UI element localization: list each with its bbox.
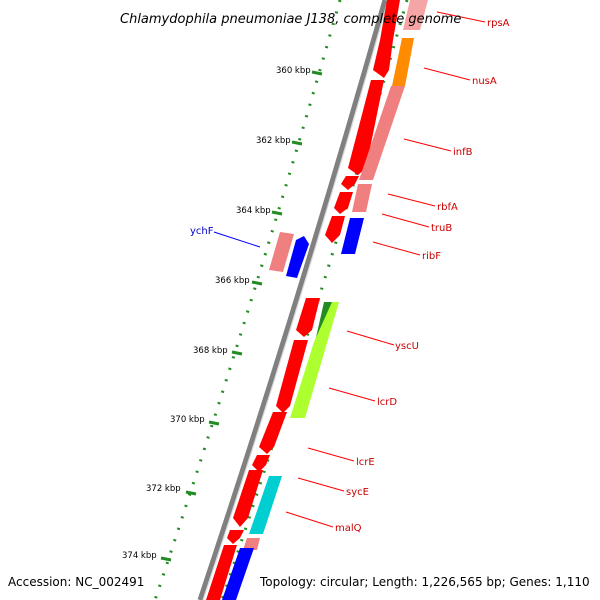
leader-yscU — [346, 330, 395, 346]
genome-backbone-highlight — [202, 0, 389, 600]
cds-block[interactable] — [227, 530, 244, 544]
leader-lcrE — [307, 447, 355, 462]
kbp-label-370: 370 kbp — [170, 415, 205, 425]
leader-nusA — [423, 67, 471, 81]
tick-360 — [311, 70, 323, 76]
tick-364 — [271, 210, 283, 216]
gene-label-yscU[interactable]: yscU — [395, 341, 419, 352]
cds-block[interactable] — [252, 455, 270, 472]
inner-dotted-track — [153, 0, 342, 600]
gene-label-nusA[interactable]: nusA — [472, 76, 497, 87]
cds-block[interactable] — [334, 192, 353, 214]
gene-label-ribF[interactable]: ribF — [422, 251, 441, 262]
leader-lines — [285, 11, 486, 528]
tick-370 — [208, 420, 220, 426]
cds-block[interactable] — [233, 470, 263, 527]
tick-368 — [231, 350, 243, 356]
gene-block-cyan[interactable] — [249, 476, 282, 534]
gene-block-pink[interactable] — [352, 184, 372, 212]
gene-block-lime[interactable] — [290, 302, 339, 418]
cds-forward-track — [206, 0, 400, 600]
tick-372 — [185, 490, 197, 496]
gene-block-blue[interactable] — [286, 236, 309, 278]
leader-malQ — [285, 511, 334, 528]
cds-block[interactable] — [380, 0, 400, 40]
topology-label: Topology: circular; Length: 1,226,565 bp… — [259, 575, 590, 589]
cds-block[interactable] — [206, 545, 237, 600]
cds-block[interactable] — [296, 298, 320, 337]
accession-label: Accession: NC_002491 — [8, 575, 144, 589]
leader-lcrD — [328, 387, 376, 402]
leader-rpsA — [436, 11, 486, 23]
leader-truB — [381, 213, 430, 228]
tick-366 — [251, 280, 263, 286]
gene-block-pink[interactable] — [243, 538, 260, 550]
gene-block-pink[interactable] — [359, 86, 405, 180]
tick-374 — [160, 556, 172, 562]
kbp-label-368: 368 kbp — [193, 346, 228, 356]
map-title: Chlamydophila pneumoniae J138, complete … — [120, 12, 461, 27]
kbp-label-364: 364 kbp — [236, 206, 271, 216]
gene-label-lcrD[interactable]: lcrD — [377, 397, 397, 408]
cds-reverse-track — [269, 232, 309, 278]
leader-infB — [403, 138, 452, 152]
cds-block[interactable] — [341, 176, 359, 190]
cds-block[interactable] — [325, 216, 345, 243]
kbp-label-366: 366 kbp — [215, 276, 250, 286]
kbp-label-374: 374 kbp — [122, 551, 157, 561]
gene-label-lcrE[interactable]: lcrE — [356, 457, 375, 468]
gene-block-pink[interactable] — [403, 0, 428, 30]
cds-block[interactable] — [348, 80, 384, 175]
gene-block-pink[interactable] — [269, 232, 294, 272]
gene-block-orange[interactable] — [392, 38, 414, 86]
gene-label-ychF[interactable]: ychF — [190, 226, 214, 237]
kbp-label-362: 362 kbp — [256, 136, 291, 146]
gene-label-truB[interactable]: truB — [431, 223, 452, 234]
cds-block[interactable] — [276, 340, 308, 413]
gene-label-infB[interactable]: infB — [453, 147, 473, 158]
kbp-label-360: 360 kbp — [276, 66, 311, 76]
leader-sycE — [297, 477, 345, 492]
gene-outer-track — [222, 0, 428, 600]
leader-ribF — [372, 241, 421, 256]
cds-block[interactable] — [259, 412, 287, 454]
gene-label-rbfA[interactable]: rbfA — [437, 202, 458, 213]
leader-ychF — [213, 231, 261, 248]
gene-label-sycE[interactable]: sycE — [346, 487, 369, 498]
gene-block-blue[interactable] — [222, 548, 254, 600]
kbp-ticks — [160, 70, 323, 562]
gene-label-malQ[interactable]: malQ — [335, 523, 362, 534]
cds-block[interactable] — [373, 40, 393, 78]
leader-rbfA — [387, 193, 436, 207]
gene-block-blue[interactable] — [341, 218, 364, 254]
kbp-label-372: 372 kbp — [146, 484, 181, 494]
kbp-labels: 360 kbp 362 kbp 364 kbp 366 kbp 368 kbp … — [122, 66, 311, 561]
gene-labels: rpsA nusA infB rbfA truB ribF ychF yscU … — [190, 18, 510, 534]
tick-362 — [291, 140, 303, 146]
genome-backbone — [197, 0, 388, 600]
gene-label-rpsA[interactable]: rpsA — [487, 18, 510, 29]
